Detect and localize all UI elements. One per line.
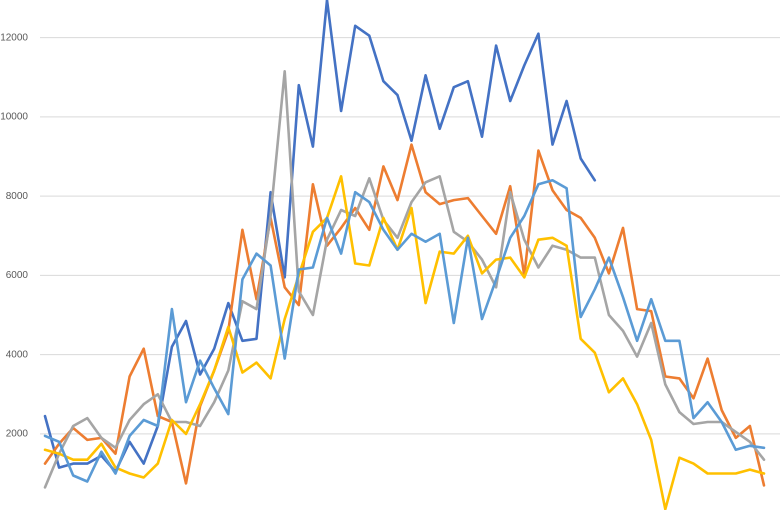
y-tick-label: 12000: [0, 32, 28, 43]
y-tick-label: 2000: [6, 429, 29, 440]
y-tick-label: 10000: [0, 112, 28, 123]
y-tick-label: 4000: [6, 349, 29, 360]
line-series: [43, 175, 766, 510]
line-series: [43, 143, 766, 487]
line-series: [43, 0, 597, 473]
line-series: [43, 179, 766, 483]
y-tick-label: 6000: [6, 270, 29, 281]
y-tick-label: 8000: [6, 191, 29, 202]
line-series: [43, 70, 766, 489]
